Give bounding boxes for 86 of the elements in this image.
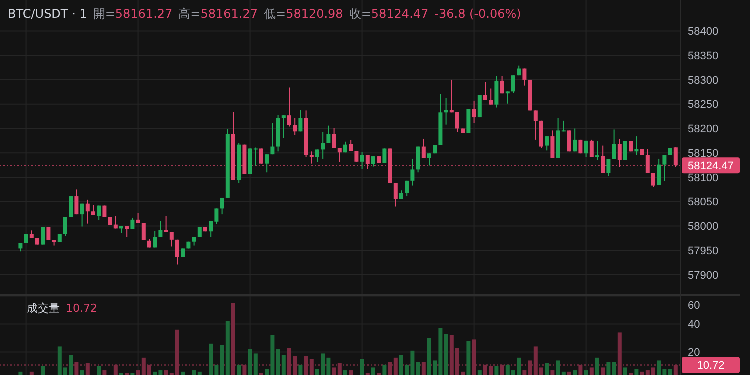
- y-tick-label: 60: [688, 300, 700, 312]
- candlestick: [80, 203, 84, 228]
- annotation: 開=58161.27: [93, 7, 173, 21]
- y-tick-label: 40: [688, 319, 700, 332]
- candlestick: [270, 122, 275, 156]
- candlestick: [405, 180, 410, 198]
- candlestick: [444, 98, 448, 126]
- candlestick: [652, 172, 656, 188]
- y-tick-label: 58150: [688, 148, 719, 160]
- y-tick-label: 58200: [688, 124, 719, 136]
- y-tick-label: 57900: [688, 270, 719, 282]
- y-tick-label: 57950: [688, 246, 719, 258]
- candlestick: [282, 115, 286, 139]
- text: BTC/USDT · 1: [8, 7, 88, 21]
- ref-line-label: 58124.47: [688, 160, 734, 172]
- candlestick: [410, 158, 415, 186]
- candlestick: [74, 189, 79, 216]
- candlestick: [612, 129, 616, 160]
- candlestick: [46, 226, 51, 241]
- candlestick: [550, 130, 555, 158]
- candlestick: [24, 234, 28, 244]
- candlestick: [97, 205, 102, 221]
- candlestick: [158, 220, 163, 238]
- y-tick-label: 58250: [688, 99, 719, 112]
- candlestick: [382, 148, 387, 164]
- candlestick: [573, 128, 578, 152]
- y-tick-label: 58300: [688, 74, 719, 87]
- candlestick: [326, 125, 331, 144]
- candlestick: [662, 154, 667, 182]
- candlestick: [86, 199, 90, 224]
- text: 成交量: [27, 302, 60, 315]
- y-tick-label: 58400: [688, 26, 719, 38]
- candlestick: [265, 154, 270, 174]
- candlestick: [338, 148, 342, 163]
- candlestick: [360, 152, 364, 170]
- candlestick: [512, 75, 516, 94]
- candlestick: [494, 76, 499, 108]
- y-tick-label: 58050: [688, 196, 719, 209]
- annotation: 10.72: [66, 302, 98, 315]
- candlestick: [478, 94, 482, 118]
- annotation: 低=58120.98: [264, 7, 344, 21]
- candlestick: [422, 138, 426, 159]
- candlestick: [176, 239, 180, 266]
- candlestick: [416, 146, 420, 174]
- candlestick: [298, 110, 303, 132]
- ref-line-label: 10.72: [697, 360, 725, 372]
- candlestick: [584, 140, 588, 158]
- annotation: 高=58161.27: [178, 7, 258, 21]
- candlestick: [64, 216, 68, 238]
- candlestick: [606, 158, 611, 177]
- annotation: 收=58124.47: [349, 7, 429, 21]
- candlestick: [136, 212, 140, 224]
- candlestick: [332, 128, 336, 149]
- candlestick: [69, 196, 74, 218]
- candlestick: [153, 230, 158, 248]
- candlestick: [590, 139, 594, 158]
- candlestick: [288, 87, 292, 128]
- candlestick: [428, 153, 432, 166]
- candlestick: [394, 182, 398, 208]
- candlestick: [293, 118, 298, 136]
- candlestick: [500, 76, 504, 94]
- candlestick: [41, 226, 46, 246]
- candlestick: [316, 149, 320, 163]
- y-tick-label: 58100: [688, 172, 719, 184]
- y-tick-label: 20: [688, 347, 700, 360]
- candlestick: [545, 136, 550, 152]
- candlestick: [596, 140, 600, 161]
- candlestick: [489, 88, 494, 106]
- candlestick: [506, 91, 510, 104]
- candlestick: [220, 197, 224, 216]
- candlestick: [657, 158, 662, 186]
- candlestick: [372, 156, 376, 168]
- candlestick: [484, 82, 488, 101]
- candlestick: [354, 150, 359, 162]
- candlestick: [472, 100, 476, 124]
- annotation: -36.8 (-0.06%): [434, 7, 522, 21]
- y-tick-label: 58350: [688, 50, 719, 62]
- candlestick: [164, 216, 168, 233]
- candlestick: [321, 132, 326, 160]
- candlestick: [634, 136, 639, 156]
- candlestick: [522, 68, 527, 86]
- candlestick: [466, 108, 471, 134]
- candlestick: [142, 222, 146, 241]
- candlestick: [198, 226, 202, 238]
- candlestick: [170, 232, 174, 248]
- y-tick-label: 58000: [688, 221, 719, 234]
